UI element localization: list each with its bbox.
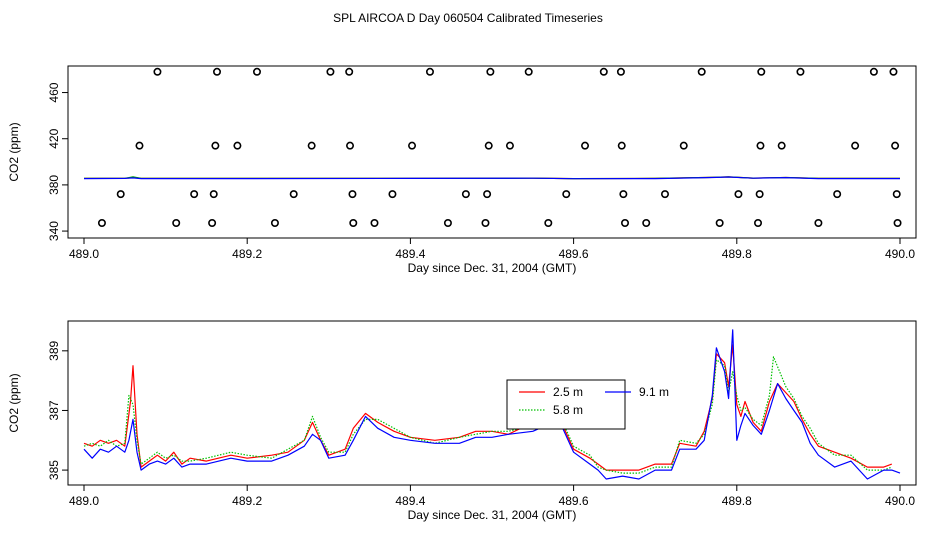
x-tick-label: 489.4 bbox=[395, 494, 425, 508]
calibration-point bbox=[869, 67, 878, 76]
calibration-point bbox=[893, 218, 902, 227]
calibration-point bbox=[697, 67, 706, 76]
top-plot-frame bbox=[67, 65, 917, 239]
y-tick-label: 385 bbox=[47, 460, 61, 480]
calibration-point bbox=[619, 190, 628, 199]
x-tick-label: 489.2 bbox=[232, 494, 262, 508]
calibration-point bbox=[562, 190, 571, 199]
y-tick-label: 420 bbox=[47, 128, 61, 148]
calibration-point bbox=[213, 67, 222, 76]
legend-label: 2.5 m bbox=[553, 385, 583, 399]
calibration-point bbox=[135, 141, 144, 150]
calibration-point bbox=[581, 141, 590, 150]
calibration-point bbox=[486, 67, 495, 76]
x-tick-label: 489.6 bbox=[559, 247, 589, 261]
calibration-point bbox=[679, 141, 688, 150]
calibration-point bbox=[851, 141, 860, 150]
calibration-point bbox=[814, 218, 823, 227]
y-tick-label: 380 bbox=[47, 175, 61, 195]
calibration-point bbox=[715, 218, 724, 227]
calibration-point bbox=[153, 67, 162, 76]
calibration-point bbox=[660, 190, 669, 199]
x-axis-label: Day since Dec. 31, 2004 (GMT) bbox=[408, 508, 577, 522]
legend-box bbox=[506, 379, 626, 430]
page-title: SPL AIRCOA D Day 060504 Calibrated Times… bbox=[333, 11, 603, 25]
calibration-point bbox=[233, 141, 242, 150]
calibration-point bbox=[833, 190, 842, 199]
calibration-point bbox=[481, 218, 490, 227]
top-panel: 489.0 489.2 489.4 489.6 489.8 490.0 340 380 420 4… bbox=[7, 65, 917, 275]
calibration-point bbox=[348, 190, 357, 199]
series-line-9-1-m bbox=[83, 176, 900, 180]
calibration-point bbox=[326, 67, 335, 76]
x-tick-label: 489.0 bbox=[69, 247, 99, 261]
top-series-group bbox=[83, 67, 902, 227]
calibration-point bbox=[796, 67, 805, 76]
x-tick-label: 489.4 bbox=[395, 247, 425, 261]
calibration-point bbox=[616, 67, 625, 76]
calibration-point bbox=[97, 218, 106, 227]
calibration-point bbox=[505, 141, 514, 150]
calibration-point bbox=[891, 141, 900, 150]
calibration-point bbox=[252, 67, 261, 76]
calibration-point bbox=[307, 141, 316, 150]
legend-label: 9.1 m bbox=[639, 385, 669, 399]
calibration-point bbox=[757, 67, 766, 76]
calibration-point bbox=[892, 190, 901, 199]
x-tick-label: 489.8 bbox=[722, 494, 752, 508]
calibration-point bbox=[461, 190, 470, 199]
calibration-point bbox=[408, 141, 417, 150]
series-line-5-8-m bbox=[83, 356, 893, 474]
calibration-point bbox=[370, 218, 379, 227]
y-tick-label: 389 bbox=[47, 340, 61, 360]
calibration-point bbox=[211, 141, 220, 150]
calibration-point bbox=[484, 141, 493, 150]
bottom-panel: 489.0 489.2 489.4 489.6 489.8 490.0 385 387 389 D… bbox=[7, 320, 917, 522]
x-tick-label: 489.8 bbox=[722, 247, 752, 261]
calibration-point bbox=[270, 218, 279, 227]
calibration-point bbox=[642, 218, 651, 227]
x-tick-label: 489.2 bbox=[232, 247, 262, 261]
calibration-point bbox=[483, 190, 492, 199]
calibration-point bbox=[777, 141, 786, 150]
calibration-point bbox=[425, 67, 434, 76]
y-tick-label: 460 bbox=[47, 82, 61, 102]
calibration-point bbox=[599, 67, 608, 76]
calibration-point bbox=[116, 190, 125, 199]
calibration-point bbox=[209, 190, 218, 199]
calibration-point bbox=[544, 218, 553, 227]
x-axis-label: Day since Dec. 31, 2004 (GMT) bbox=[408, 261, 577, 275]
series-line-9-1-m bbox=[83, 329, 901, 480]
y-axis-label: CO2 (ppm) bbox=[7, 373, 21, 432]
y-tick-label: 387 bbox=[47, 400, 61, 420]
calibration-point bbox=[755, 190, 764, 199]
calibration-point bbox=[172, 218, 181, 227]
x-tick-label: 490.0 bbox=[885, 247, 915, 261]
x-tick-label: 490.0 bbox=[885, 494, 915, 508]
calibration-point bbox=[889, 67, 898, 76]
calibration-point bbox=[346, 141, 355, 150]
bottom-plot-frame bbox=[67, 320, 917, 486]
x-tick-label: 489.0 bbox=[69, 494, 99, 508]
legend-label: 5.8 m bbox=[553, 403, 583, 417]
calibration-point bbox=[754, 218, 763, 227]
calibration-point bbox=[289, 190, 298, 199]
calibration-point bbox=[349, 218, 358, 227]
bottom-series-group bbox=[83, 329, 901, 480]
calibration-point bbox=[388, 190, 397, 199]
calibration-point bbox=[756, 141, 765, 150]
legend: 2.5 m 5.8 m 9.1 m bbox=[506, 379, 669, 430]
calibration-point bbox=[617, 141, 626, 150]
y-tick-label: 340 bbox=[47, 221, 61, 241]
calibration-point bbox=[524, 67, 533, 76]
calibration-point bbox=[621, 218, 630, 227]
y-axis-label: CO2 (ppm) bbox=[7, 122, 21, 181]
calibration-point bbox=[208, 218, 217, 227]
calibration-point bbox=[734, 190, 743, 199]
calibration-point bbox=[345, 67, 354, 76]
calibration-point bbox=[190, 190, 199, 199]
x-tick-label: 489.6 bbox=[559, 494, 589, 508]
calibration-point bbox=[443, 218, 452, 227]
